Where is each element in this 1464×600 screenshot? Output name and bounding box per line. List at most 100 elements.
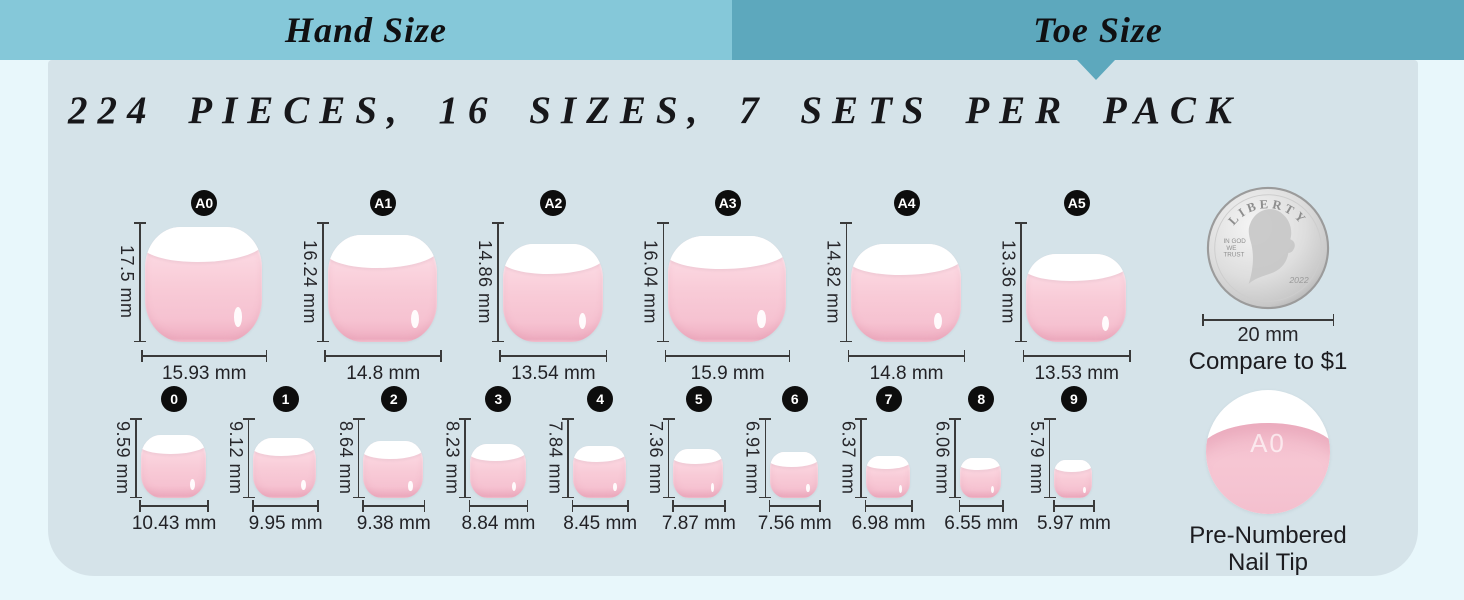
width-measure	[252, 505, 319, 507]
size-badge-label: 6	[790, 391, 799, 407]
height-measure-line	[1020, 222, 1022, 342]
height-measure: 5.79 mm	[1026, 418, 1051, 498]
height-measure: 14.82 mm	[823, 222, 848, 342]
nail-zone: 6.37 mm	[837, 418, 910, 498]
height-label: 8.23 mm	[442, 421, 463, 495]
size-badge-label: 8	[977, 391, 986, 407]
height-measure: 16.04 mm	[640, 222, 665, 342]
coin-motto-line1: IN GOD	[1223, 238, 1246, 245]
width-label: 7.56 mm	[757, 512, 832, 534]
nail-image	[140, 434, 207, 498]
size-badge-label: 3	[494, 391, 503, 407]
nail-image	[253, 437, 317, 498]
height-measure: 6.91 mm	[742, 418, 767, 498]
size-badge-label: 4	[596, 391, 605, 407]
height-measure: 6.37 mm	[837, 418, 862, 498]
height-measure-line	[357, 418, 360, 498]
height-label: 7.84 mm	[545, 421, 566, 495]
nail-image	[1054, 459, 1092, 498]
size-badge-label: A2	[544, 195, 563, 211]
nail-zone: 13.36 mm	[997, 222, 1126, 342]
size-badge: A5	[1063, 190, 1090, 216]
height-label: 17.5 mm	[117, 245, 137, 319]
width-measure-line	[324, 355, 442, 357]
nail-image	[959, 458, 1002, 498]
nail-zone: 16.04 mm	[640, 222, 786, 342]
width-measure-line	[499, 355, 608, 357]
nail-size-item: 4 7.84 mm 8.45 mm	[544, 386, 637, 535]
size-badge: 9	[1060, 386, 1087, 412]
width-label: 9.95 mm	[248, 512, 323, 534]
nail-zone: 5.79 mm	[1026, 418, 1092, 498]
nail-image	[668, 236, 786, 342]
tab-hand-size[interactable]: Hand Size	[0, 0, 732, 60]
height-measure-line	[135, 418, 137, 498]
coin-width-measure-line	[1202, 319, 1334, 321]
height-measure-line	[139, 222, 141, 342]
nail-zone: 6.06 mm	[931, 418, 1002, 498]
nail-zone: 7.36 mm	[645, 418, 723, 498]
magnified-nail-tip	[1206, 422, 1330, 514]
size-badge: 4	[587, 386, 614, 412]
size-badge-label: 1	[281, 391, 290, 407]
width-measure-line	[571, 505, 629, 507]
height-measure-line	[764, 418, 767, 498]
width-measure	[362, 505, 426, 507]
width-label: 8.45 mm	[563, 512, 638, 534]
height-label: 6.06 mm	[932, 421, 953, 495]
nail-size-item: A4 14.82 mm 14.8 mm	[823, 190, 966, 385]
size-badge: 8	[968, 386, 995, 412]
nail-size-item: 1 9.12 mm 9.95 mm	[225, 386, 323, 535]
coin-motto-line3: TRUST	[1223, 252, 1244, 259]
size-badge: 2	[380, 386, 407, 412]
nail-image	[865, 455, 910, 498]
size-badge: A1	[370, 190, 397, 216]
width-measure-line	[768, 505, 821, 507]
size-badge: 6	[781, 386, 808, 412]
width-label: 7.87 mm	[661, 512, 736, 534]
coin-caption: Compare to $1	[1188, 347, 1348, 375]
nail-image	[572, 446, 627, 498]
size-badge-label: A1	[374, 195, 393, 211]
height-label: 14.82 mm	[823, 239, 844, 325]
height-label: 6.91 mm	[742, 421, 763, 495]
nail-size-item: 7 6.37 mm 6.98 mm	[837, 386, 925, 535]
width-measure	[864, 505, 913, 507]
width-label: 6.55 mm	[944, 512, 1019, 534]
height-measure: 13.36 mm	[997, 222, 1022, 342]
tab-toe-size[interactable]: Toe Size	[732, 0, 1464, 60]
size-badge-label: A3	[718, 195, 737, 211]
height-label: 9.59 mm	[113, 421, 133, 495]
width-measure-line	[468, 505, 529, 507]
nail-zone: 9.59 mm	[112, 418, 207, 498]
nail-size-item: 5 7.36 mm 7.87 mm	[645, 386, 736, 535]
width-measure-line	[864, 505, 913, 507]
quarter-coin-image: LIBERTY IN GOD WE TRUST 2022	[1206, 186, 1330, 310]
height-measure: 9.12 mm	[225, 418, 250, 498]
width-measure	[768, 505, 821, 507]
size-badge: 3	[485, 386, 512, 412]
pre-numbered-nail-image: A0	[1206, 389, 1330, 514]
nail-zone: 9.12 mm	[225, 418, 317, 498]
tab-hand-size-label: Hand Size	[284, 10, 448, 50]
width-measure	[324, 355, 442, 357]
size-badge: A2	[540, 190, 567, 216]
height-measure: 17.5 mm	[116, 222, 141, 342]
coin-width-measure	[1202, 319, 1334, 321]
nail-zone: 17.5 mm	[116, 222, 263, 342]
size-badge: 0	[161, 386, 188, 412]
width-measure	[139, 505, 209, 507]
size-badge: 1	[272, 386, 299, 412]
washington-profile	[1248, 209, 1295, 284]
size-badge-label: 9	[1070, 391, 1078, 407]
width-label: 5.97 mm	[1036, 512, 1111, 534]
height-measure-line	[667, 418, 670, 498]
width-measure	[571, 505, 629, 507]
nail-size-item: 9 5.79 mm 5.97 mm	[1022, 386, 1111, 535]
width-measure	[141, 355, 268, 357]
width-label: 15.9 mm	[690, 362, 765, 384]
active-tab-pointer-icon	[1077, 60, 1115, 80]
content-panel: 224 PIECES, 16 SIZES, 7 SETS PER PACK A0…	[48, 60, 1418, 576]
size-badge-label: A4	[897, 195, 916, 211]
comparison-column: LIBERTY IN GOD WE TRUST 2022 20 mm Compa…	[1148, 186, 1388, 577]
